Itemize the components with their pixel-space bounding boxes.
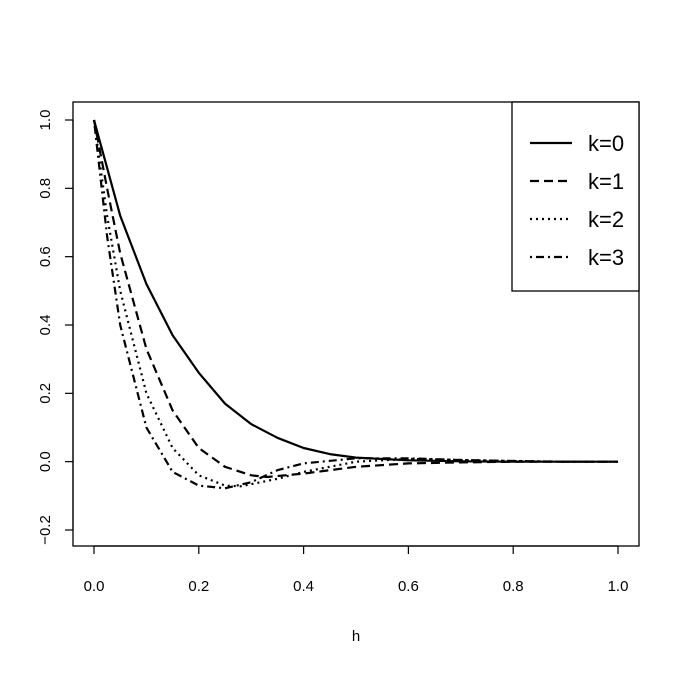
series-line-k2 [92,119,618,488]
x-tick-label: 1.0 [608,578,629,595]
series-layer [92,119,618,490]
y-tick-label: −0.2 [37,515,54,545]
axis-layer: 0.0 0.2 0.4 0.6 0.8 1.0 −0.2 0.0 0.2 0.4 0.6 0.8 1.0 [37,110,628,595]
legend: k=0 k=1 k=2 k=3 [511,101,640,292]
x-tick-label: 0.6 [398,578,419,595]
legend-box [511,101,640,292]
y-tick-label: 0.0 [37,451,54,472]
x-tick-label: 0.2 [188,578,209,595]
x-tick-label: 0.4 [293,578,314,595]
x-tick-label: 0.0 [84,578,105,595]
y-tick-label: 0.2 [37,383,54,404]
y-tick-label: 0.4 [37,315,54,336]
legend-label: k=0 [588,131,624,156]
legend-label: k=2 [588,207,624,232]
x-axis-title: h [352,628,360,645]
y-tick-label: 0.8 [37,178,54,199]
series-line-k1 [92,119,618,479]
legend-label: k=3 [588,245,624,270]
series-line-k3 [92,119,618,490]
x-tick-label: 0.8 [503,578,524,595]
y-tick-label: 0.6 [37,246,54,267]
y-tick-label: 1.0 [37,110,54,131]
legend-label: k=1 [588,169,624,194]
